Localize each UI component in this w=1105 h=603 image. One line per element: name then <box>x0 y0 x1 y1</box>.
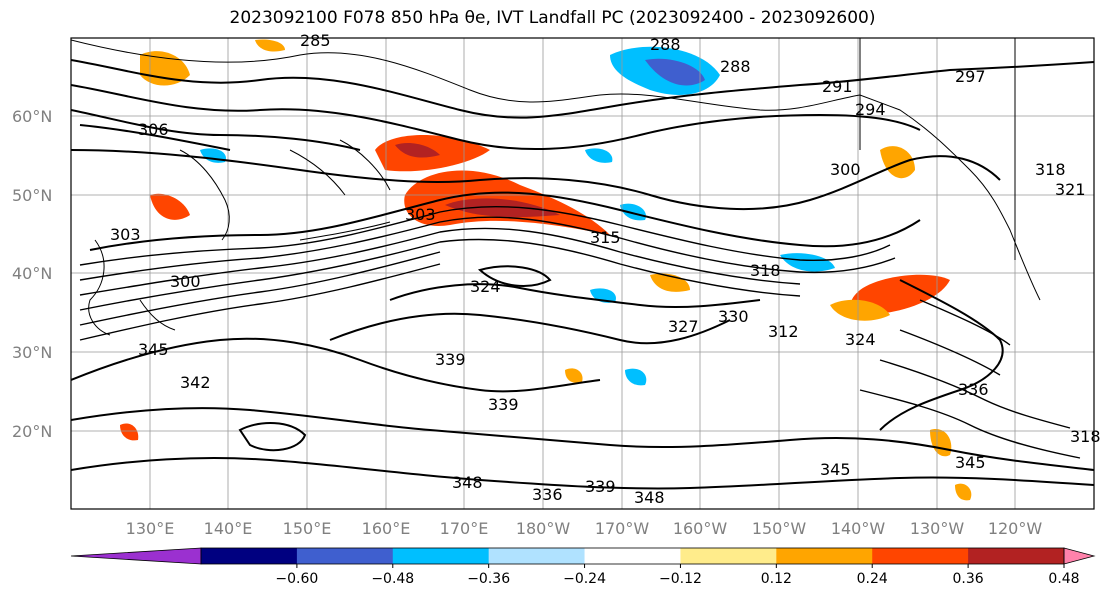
contour-label: 345 <box>138 340 169 359</box>
latitude-labels: 60°N 50°N 40°N 30°N 20°N <box>12 107 52 441</box>
contour-label: 342 <box>180 373 211 392</box>
map-panel <box>71 38 1094 509</box>
contour-label: 315 <box>590 228 621 247</box>
contour-label: 291 <box>822 77 853 96</box>
colorbar-tick-label: −0.60 <box>275 571 318 587</box>
colorbar-tick-label: −0.48 <box>371 571 414 587</box>
contour-label: 339 <box>585 477 616 496</box>
colorbar-segment <box>201 548 298 564</box>
lon-label: 170°E <box>440 519 489 538</box>
colorbar-segment <box>872 548 969 564</box>
negative-anomaly-shading <box>200 46 835 386</box>
lat-label: 60°N <box>12 107 52 126</box>
lon-label: 130°E <box>126 519 175 538</box>
contour-label: 300 <box>170 272 201 291</box>
contour-label: 339 <box>435 350 466 369</box>
contour-label: 288 <box>720 57 751 76</box>
colorbar: −0.60 −0.48 −0.36 −0.24 −0.12 0.12 0.24 0.36 0.4… <box>70 547 1096 587</box>
lon-label: 130°W <box>910 519 965 538</box>
longitude-labels: 130°E 140°E 150°E 160°E 170°E 180°W 170°… <box>126 519 1043 538</box>
contour-label: 303 <box>405 205 436 224</box>
contour-label: 348 <box>634 488 665 507</box>
lat-label: 50°N <box>12 186 52 205</box>
lon-label: 120°W <box>988 519 1043 538</box>
contour-label: 339 <box>488 395 519 414</box>
colorbar-segment <box>968 548 1065 564</box>
lon-label: 140°W <box>831 519 886 538</box>
colorbar-segment <box>392 548 490 564</box>
lon-label: 160°W <box>673 519 728 538</box>
contour-label: 288 <box>650 35 681 54</box>
contour-label: 330 <box>718 307 749 326</box>
contour-label: 303 <box>110 225 141 244</box>
coastlines <box>71 38 1041 336</box>
contour-label: 318 <box>1035 160 1066 179</box>
map-title: 2023092100 F078 850 hPa θe, IVT Landfall… <box>229 8 876 28</box>
contour-label: 324 <box>470 277 501 296</box>
contour-label: 318 <box>1070 427 1101 446</box>
contour-label: 285 <box>300 31 331 50</box>
colorbar-extend-low <box>70 547 202 565</box>
lat-label: 30°N <box>12 343 52 362</box>
lon-label: 180°W <box>516 519 571 538</box>
colorbar-segment <box>488 548 586 564</box>
contour-label: 336 <box>532 485 563 504</box>
contour-label: 300 <box>830 160 861 179</box>
lon-label: 170°W <box>595 519 650 538</box>
contour-label: 297 <box>955 67 986 86</box>
colorbar-segment <box>680 548 777 564</box>
lat-label: 40°N <box>12 264 52 283</box>
lon-label: 150°W <box>752 519 807 538</box>
contour-label: 318 <box>750 261 781 280</box>
colorbar-tick-label: 0.12 <box>761 571 792 587</box>
lon-label: 150°E <box>283 519 332 538</box>
colorbar-frame <box>200 547 1065 565</box>
contour-label: 345 <box>820 460 851 479</box>
contour-label: 321 <box>1055 180 1086 199</box>
theta-e-contours <box>71 59 1094 490</box>
contour-label: 345 <box>955 453 986 472</box>
contour-label: 348 <box>452 473 483 492</box>
lon-label: 160°E <box>362 519 411 538</box>
colorbar-tick-label: 0.24 <box>857 571 888 587</box>
contour-label: 327 <box>668 317 699 336</box>
colorbar-tick-label: −0.24 <box>563 571 606 587</box>
colorbar-segment <box>584 548 681 564</box>
colorbar-tick-label: 0.48 <box>1048 571 1079 587</box>
colorbar-segment <box>776 548 873 564</box>
contour-label: 336 <box>958 380 989 399</box>
contour-label: 312 <box>768 322 799 341</box>
colorbar-tick-label: 0.36 <box>953 571 984 587</box>
colorbar-extend-high <box>1063 547 1096 565</box>
contour-label: 294 <box>855 100 886 119</box>
colorbar-segment <box>296 548 394 564</box>
contour-labels: 285 288 288 291 297 294 306 300 318 321 … <box>110 31 1101 507</box>
contour-label: 306 <box>138 120 169 139</box>
contour-label: 324 <box>845 330 876 349</box>
colorbar-tick-label: −0.12 <box>659 571 702 587</box>
lon-label: 140°E <box>204 519 253 538</box>
lat-label: 20°N <box>12 422 52 441</box>
map-frame <box>70 37 1095 510</box>
colorbar-tick-label: −0.36 <box>467 571 510 587</box>
